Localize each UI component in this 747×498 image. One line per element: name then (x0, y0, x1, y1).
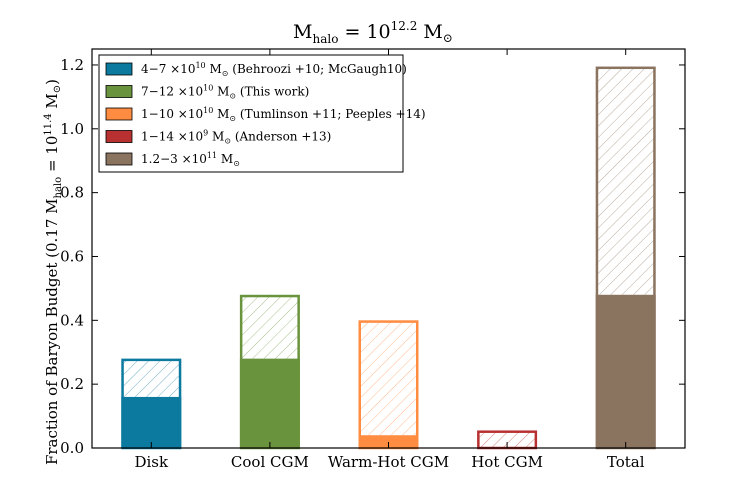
legend-entry: 1−10 ×1010 M⊙ (Tumlinson +11; Peeples +1… (105, 106, 426, 123)
y-tick-label: 0.2 (60, 375, 84, 393)
bar-range-hatch (239, 294, 300, 359)
legend-label: 1.2−3 ×1011 M⊙ (141, 151, 240, 168)
y-tick-label: 1.0 (60, 120, 84, 138)
legend: 4−7 ×1010 M⊙ (Behroozi +10; McGaugh10) 7−… (98, 54, 426, 173)
bar-total (595, 66, 656, 450)
x-tick-label: Warm-Hot CGM (328, 453, 449, 471)
bar-range-hatch (477, 430, 538, 448)
legend-entry: 1−14 ×109 M⊙ (Anderson +13) (105, 129, 331, 146)
legend-label: 1−14 ×109 M⊙ (Anderson +13) (141, 129, 331, 146)
bar-solid (358, 435, 419, 448)
y-axis-ticks: 0.0 0.2 0.4 0.6 0.8 1.0 1.2 (60, 56, 685, 457)
legend-swatch (105, 107, 133, 121)
x-tick-label: Cool CGM (231, 453, 309, 471)
legend-swatch (105, 85, 133, 98)
y-tick-label: 0.8 (60, 184, 84, 202)
legend-swatch (105, 62, 133, 76)
plot-area: 0.0 0.2 0.4 0.6 0.8 1.0 1.2 Disk Cool CGM Warm-H… (60, 48, 686, 471)
chart-title: Mhalo = 1012.2 M⊙ (293, 19, 453, 46)
legend-label: 1−10 ×1010 M⊙ (Tumlinson +11; Peeples +1… (141, 106, 426, 123)
legend-label: 7−12 ×1010 M⊙ (This work) (141, 84, 309, 101)
legend-entry: 1.2−3 ×1011 M⊙ (105, 151, 240, 168)
y-tick-label: 1.2 (60, 56, 84, 74)
bar-disk (121, 358, 182, 450)
bar-range-hatch (595, 66, 656, 295)
y-tick-label: 0.6 (60, 247, 84, 265)
bar-solid (121, 396, 182, 448)
x-tick-label: Total (607, 453, 645, 471)
y-tick-label: 0.0 (60, 439, 84, 457)
bar-solid (239, 358, 300, 448)
bar-cool-cgm (239, 294, 300, 450)
bar-range-hatch (121, 358, 182, 397)
legend-entry: 4−7 ×1010 M⊙ (Behroozi +10; McGaugh10) (105, 61, 407, 78)
bar-range-hatch (358, 320, 419, 436)
bar-solid (595, 294, 656, 448)
y-axis-label: Fraction of Baryon Budget (0.17 Mhalo = … (43, 79, 64, 465)
bar-warm-hot-cgm (358, 320, 419, 450)
bars-layer (121, 66, 656, 450)
y-tick-label: 0.4 (60, 311, 84, 329)
x-tick-label: Hot CGM (471, 453, 543, 471)
legend-frame (98, 54, 404, 173)
legend-swatch (105, 130, 133, 143)
legend-swatch (105, 152, 133, 166)
legend-entry: 7−12 ×1010 M⊙ (This work) (105, 84, 309, 101)
legend-label: 4−7 ×1010 M⊙ (Behroozi +10; McGaugh10) (141, 61, 407, 78)
x-tick-label: Disk (134, 453, 169, 471)
x-axis-ticks: Disk Cool CGM Warm-Hot CGM Hot CGM Total (134, 49, 645, 471)
